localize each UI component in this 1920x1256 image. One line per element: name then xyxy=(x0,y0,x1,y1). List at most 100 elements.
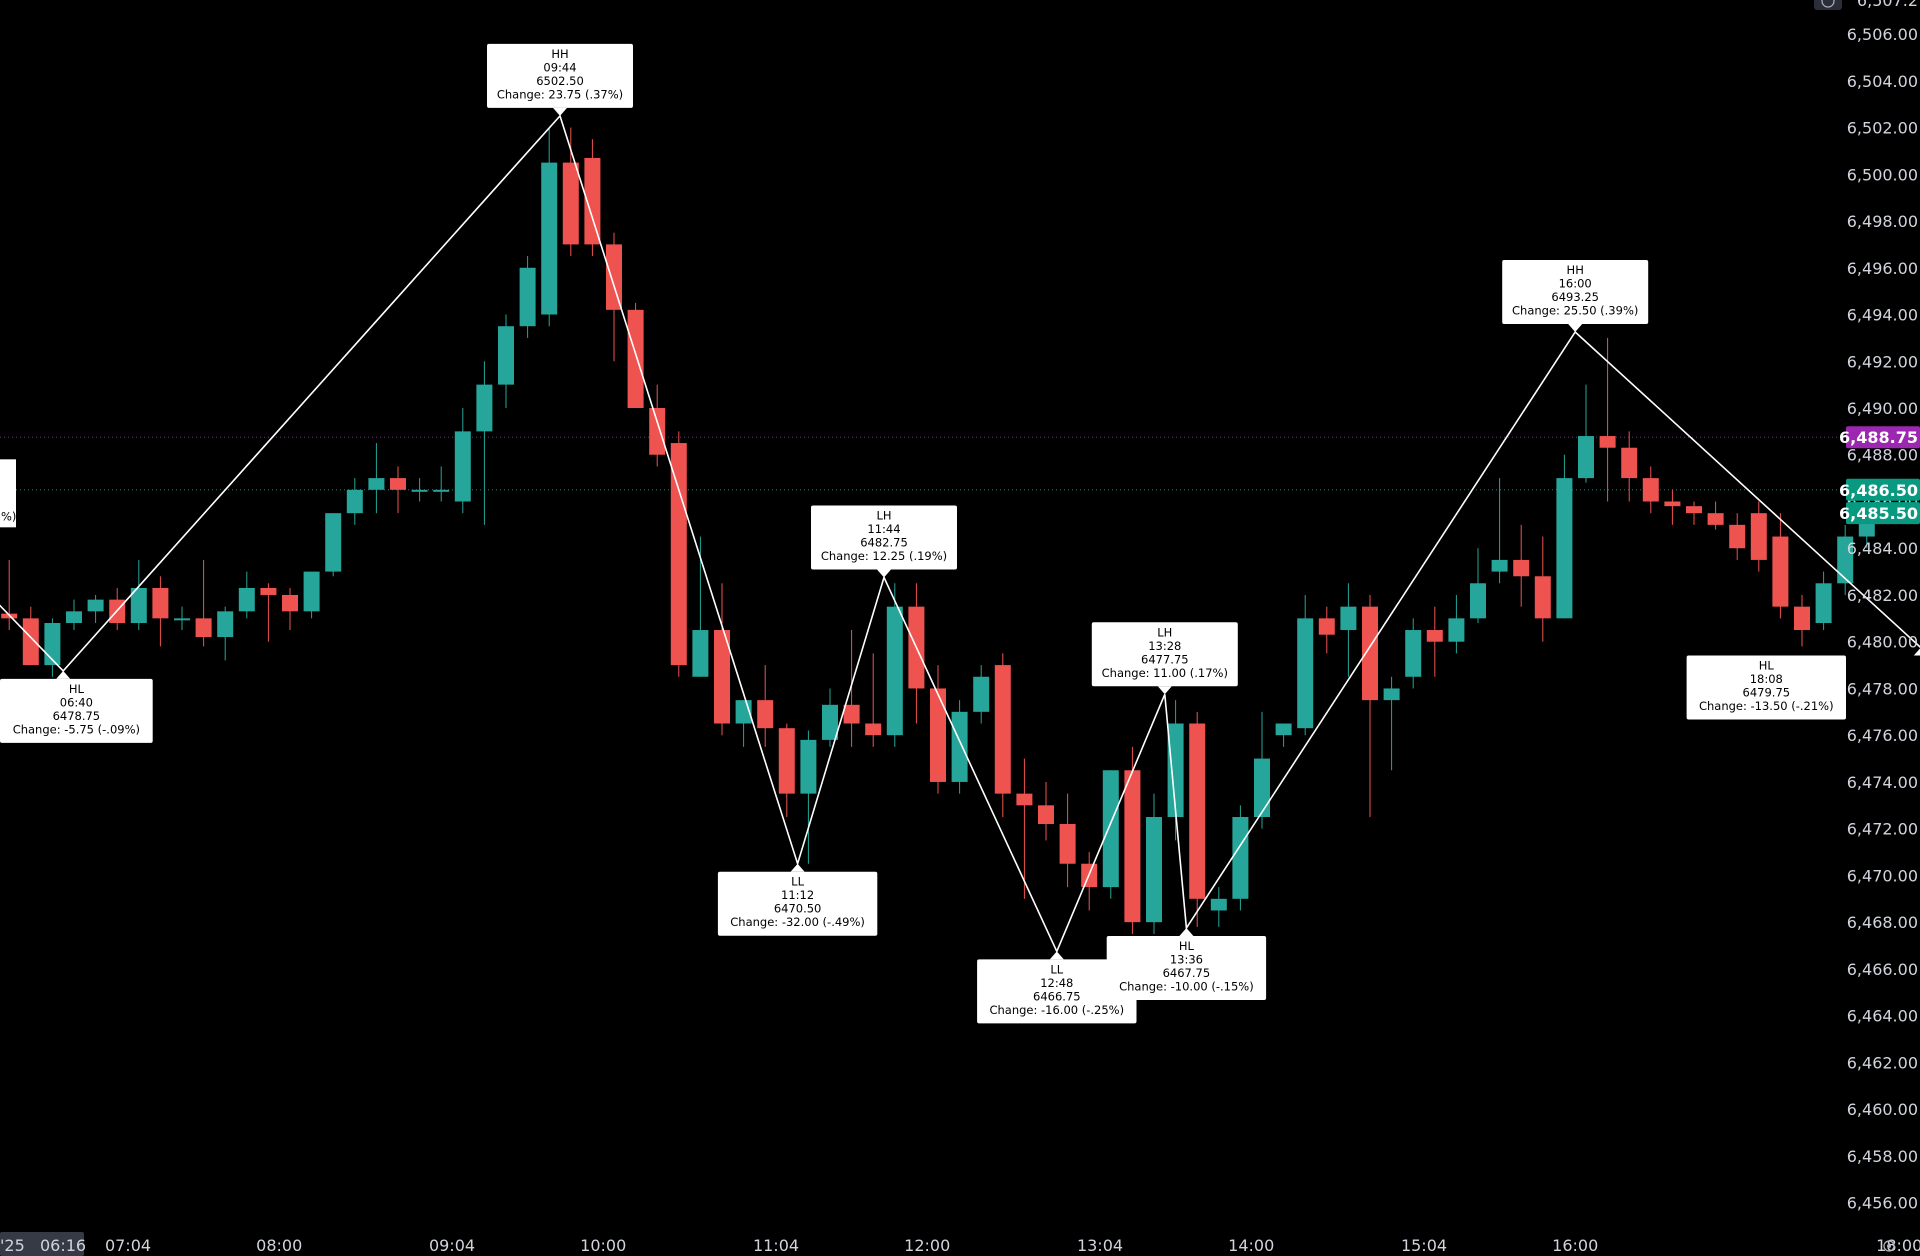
candle-body xyxy=(282,594,298,612)
pivot-time: 06:40 xyxy=(60,695,93,709)
y-tick-label: 6,468.00 xyxy=(1847,913,1918,932)
candle-body xyxy=(1599,436,1616,448)
candle xyxy=(174,606,190,631)
candle xyxy=(411,478,428,502)
candle xyxy=(433,466,450,502)
candle-body xyxy=(1167,723,1184,817)
pivot-label-pointer xyxy=(877,569,891,578)
price-tag-label: 6,485.50 xyxy=(1839,504,1918,523)
info-icon xyxy=(1814,0,1842,10)
candle-body xyxy=(1405,630,1422,677)
pivot-time: 09:44 xyxy=(543,60,576,74)
y-tick-label: 6,466.00 xyxy=(1847,960,1918,979)
candle-body xyxy=(22,618,39,666)
price-axis[interactable]: 6,456.00 6,458.00 6,460.00 6,462.00 6,464.00… xyxy=(1847,0,1918,1213)
candle-body xyxy=(1729,524,1746,549)
candle-body xyxy=(390,478,406,490)
pivot-label-pointer xyxy=(1913,648,1920,656)
candle-body xyxy=(454,431,471,502)
candle-body xyxy=(951,711,968,782)
candle xyxy=(1448,594,1465,654)
candle-body xyxy=(1470,583,1486,619)
pivot-time: 11:44 xyxy=(867,522,900,536)
pivot-type: HL xyxy=(1759,659,1775,673)
candle-body xyxy=(886,606,903,736)
candle xyxy=(1470,548,1486,624)
candle xyxy=(584,139,601,257)
candle-body xyxy=(994,665,1011,794)
candle xyxy=(87,594,104,624)
crosshair-time-label: '25 06:16 xyxy=(0,1232,86,1256)
candle xyxy=(714,583,730,736)
candle-body xyxy=(1642,478,1659,502)
pivot-time: 16:00 xyxy=(1559,277,1592,291)
time-axis[interactable]: 07:04 08:00 09:04 10:00 11:04 12:00 13:04 14:00… xyxy=(0,1232,1920,1256)
pivot-label-pointer xyxy=(1568,324,1583,333)
candle-body xyxy=(325,513,342,572)
y-tick-label: 6,494.00 xyxy=(1847,306,1918,325)
candle xyxy=(1513,524,1530,607)
candle xyxy=(1534,536,1551,642)
candles xyxy=(1,127,1875,934)
candle xyxy=(1707,501,1724,530)
candle xyxy=(541,127,558,327)
candle-body xyxy=(541,162,558,315)
candle xyxy=(1578,384,1594,483)
pivot-price: 6470.50 xyxy=(774,902,822,916)
candle-body xyxy=(606,244,622,310)
candle-body xyxy=(1383,688,1400,701)
settings-icon xyxy=(1887,1244,1891,1248)
y-tick-label: 6,462.00 xyxy=(1847,1053,1918,1072)
candle-body xyxy=(476,384,493,432)
candle-body xyxy=(1340,606,1357,631)
y-tick-label: 6,504.00 xyxy=(1847,72,1918,91)
info-icon xyxy=(1821,0,1835,8)
pivot-price: 6493.25 xyxy=(1551,290,1599,304)
price-tag-bg xyxy=(1846,502,1920,525)
candle-body xyxy=(1146,817,1162,923)
pivot-type: HH xyxy=(1567,263,1584,277)
pivot-time: 12:48 xyxy=(1040,976,1073,990)
x-tick-label: 18:00 xyxy=(1876,1236,1920,1255)
x-tick-label: 10:00 xyxy=(580,1236,626,1255)
y-tick-label: 6,460.00 xyxy=(1847,1100,1918,1119)
candle xyxy=(865,653,882,747)
corner-controls xyxy=(1814,0,1895,1252)
candle-body xyxy=(670,443,687,666)
candle-body xyxy=(822,704,838,740)
pivot-label-box xyxy=(977,959,1137,1024)
price-tags: 6,488.75 6,486.50 6,485.50 xyxy=(1839,426,1920,525)
candle xyxy=(1794,594,1810,647)
pivot-time: 11:12 xyxy=(781,888,814,902)
candle xyxy=(1426,606,1443,677)
candle xyxy=(606,232,622,362)
y-tick-label: 6,482.00 xyxy=(1847,586,1918,605)
pivot-label-box xyxy=(811,505,957,570)
pivot-type: HL xyxy=(69,682,85,696)
pivot-type: LH xyxy=(1157,625,1172,639)
candle xyxy=(670,431,687,677)
candle xyxy=(1210,887,1227,927)
x-tick-label: 07:04 xyxy=(105,1236,151,1255)
candle xyxy=(303,571,320,619)
candle-body xyxy=(498,326,514,385)
candle xyxy=(1729,513,1746,560)
candle-body xyxy=(1794,606,1810,631)
pivot-time: 13:36 xyxy=(1170,953,1203,967)
y-tick-label: 6,488.00 xyxy=(1847,446,1918,465)
candle-body xyxy=(1621,447,1638,479)
pivot-label-pointer xyxy=(553,107,567,116)
crosshair-time-bg xyxy=(0,1232,84,1256)
candle-body xyxy=(562,162,579,245)
x-tick-label: 08:00 xyxy=(256,1236,302,1255)
candle-body xyxy=(1707,513,1724,525)
candle-body xyxy=(1362,606,1378,701)
candle-body xyxy=(195,618,212,638)
candle xyxy=(1362,594,1378,817)
price-tag-bg xyxy=(1846,478,1920,501)
